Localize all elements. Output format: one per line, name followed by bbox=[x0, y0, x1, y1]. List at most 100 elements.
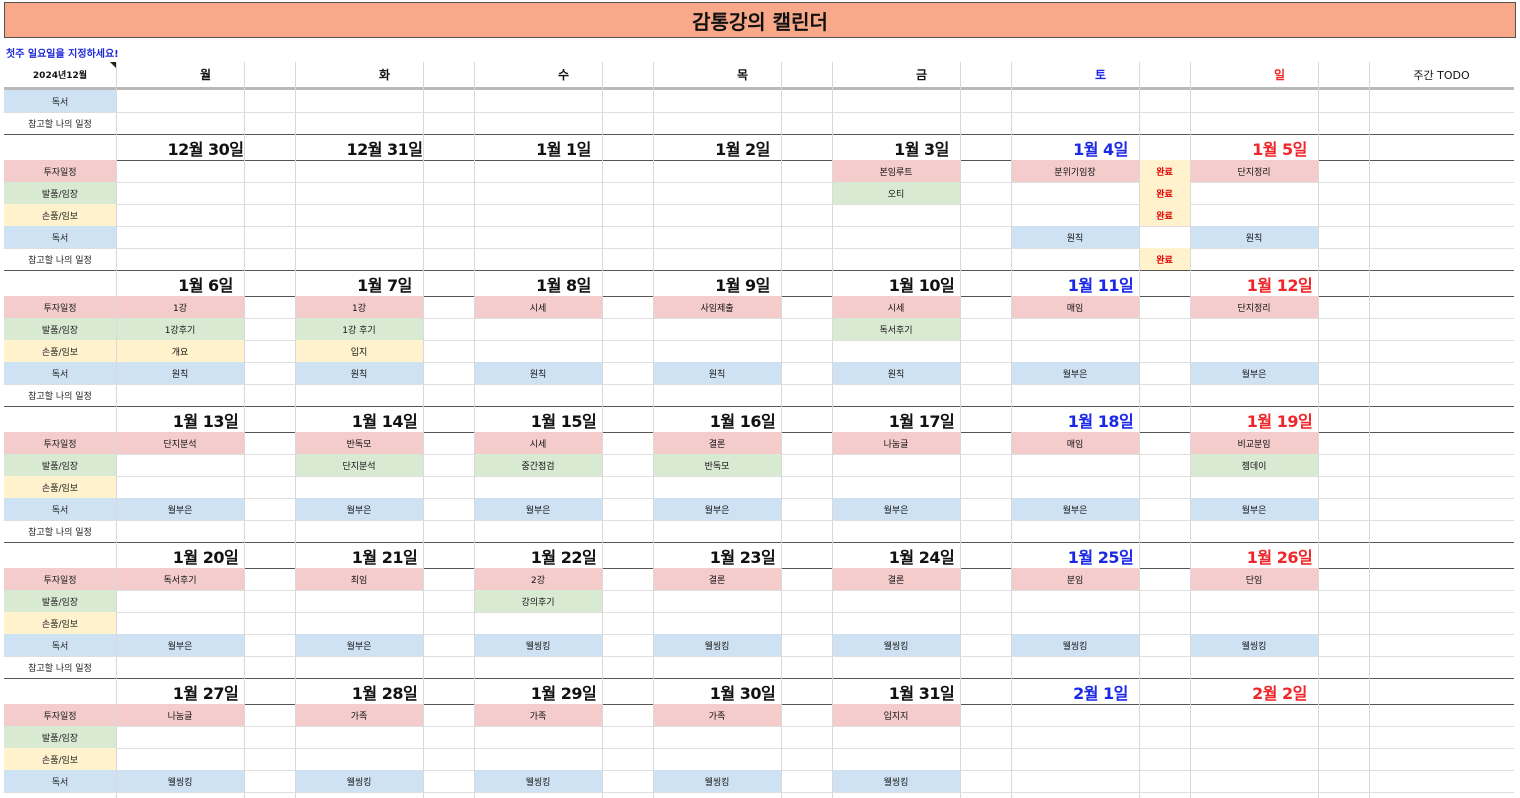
status-cell[interactable] bbox=[1318, 384, 1369, 406]
todo-cell[interactable] bbox=[1369, 612, 1514, 634]
calendar-cell[interactable] bbox=[1011, 726, 1139, 748]
status-cell[interactable] bbox=[244, 726, 295, 748]
status-cell[interactable] bbox=[781, 520, 832, 542]
status-cell[interactable] bbox=[1139, 634, 1190, 656]
status-cell[interactable] bbox=[960, 340, 1011, 362]
status-cell[interactable] bbox=[781, 568, 832, 590]
calendar-cell[interactable]: 가족 bbox=[653, 704, 781, 726]
calendar-cell[interactable]: 단지분석 bbox=[116, 432, 244, 454]
status-cell[interactable] bbox=[244, 340, 295, 362]
status-cell[interactable] bbox=[423, 160, 474, 182]
calendar-cell[interactable]: 원칙 bbox=[295, 362, 423, 384]
status-cell[interactable] bbox=[781, 454, 832, 476]
status-cell[interactable] bbox=[781, 770, 832, 792]
status-cell[interactable] bbox=[960, 520, 1011, 542]
calendar-cell[interactable] bbox=[1011, 476, 1139, 498]
status-cell[interactable] bbox=[960, 160, 1011, 182]
status-cell[interactable] bbox=[781, 476, 832, 498]
todo-cell[interactable] bbox=[1369, 590, 1514, 612]
status-cell[interactable] bbox=[423, 248, 474, 270]
status-cell[interactable] bbox=[1318, 454, 1369, 476]
status-cell[interactable] bbox=[1139, 432, 1190, 454]
calendar-cell[interactable] bbox=[474, 656, 602, 678]
calendar-cell[interactable] bbox=[1011, 90, 1139, 112]
status-cell[interactable] bbox=[602, 792, 653, 798]
calendar-cell[interactable] bbox=[1011, 204, 1139, 226]
status-cell[interactable] bbox=[960, 112, 1011, 134]
calendar-cell[interactable]: 본임루트 bbox=[832, 160, 960, 182]
status-cell[interactable] bbox=[1318, 748, 1369, 770]
calendar-cell[interactable]: 단임 bbox=[1190, 568, 1318, 590]
calendar-cell[interactable] bbox=[116, 590, 244, 612]
calendar-cell[interactable] bbox=[653, 590, 781, 612]
calendar-cell[interactable]: 1강 bbox=[116, 296, 244, 318]
calendar-cell[interactable] bbox=[295, 384, 423, 406]
calendar-cell[interactable]: 비교분임 bbox=[1190, 432, 1318, 454]
status-cell[interactable] bbox=[781, 656, 832, 678]
status-cell[interactable] bbox=[1318, 296, 1369, 318]
calendar-cell[interactable] bbox=[653, 384, 781, 406]
calendar-cell[interactable]: 반독모 bbox=[295, 432, 423, 454]
status-cell[interactable] bbox=[423, 498, 474, 520]
calendar-cell[interactable] bbox=[1190, 318, 1318, 340]
status-cell[interactable] bbox=[423, 568, 474, 590]
calendar-cell[interactable] bbox=[116, 612, 244, 634]
status-cell[interactable] bbox=[1318, 226, 1369, 248]
status-cell[interactable] bbox=[602, 568, 653, 590]
calendar-cell[interactable] bbox=[474, 182, 602, 204]
calendar-cell[interactable]: 중간점검 bbox=[474, 454, 602, 476]
calendar-cell[interactable]: 독서후기 bbox=[116, 568, 244, 590]
status-cell[interactable] bbox=[1139, 340, 1190, 362]
calendar-cell[interactable]: 단지분석 bbox=[295, 454, 423, 476]
status-cell[interactable] bbox=[1139, 318, 1190, 340]
calendar-cell[interactable] bbox=[474, 792, 602, 798]
todo-cell[interactable] bbox=[1369, 340, 1514, 362]
todo-cell[interactable] bbox=[1369, 568, 1514, 590]
status-cell[interactable] bbox=[1318, 362, 1369, 384]
calendar-cell[interactable] bbox=[474, 726, 602, 748]
calendar-cell[interactable] bbox=[295, 112, 423, 134]
calendar-cell[interactable] bbox=[832, 590, 960, 612]
status-cell[interactable] bbox=[1318, 656, 1369, 678]
calendar-cell[interactable] bbox=[116, 476, 244, 498]
status-cell[interactable] bbox=[960, 454, 1011, 476]
calendar-cell[interactable] bbox=[1011, 384, 1139, 406]
todo-cell[interactable] bbox=[1369, 384, 1514, 406]
status-cell[interactable] bbox=[781, 296, 832, 318]
status-cell[interactable] bbox=[1139, 726, 1190, 748]
calendar-cell[interactable]: 사임제출 bbox=[653, 296, 781, 318]
calendar-cell[interactable] bbox=[1190, 792, 1318, 798]
calendar-cell[interactable]: 웰씽킹 bbox=[1011, 634, 1139, 656]
status-cell[interactable] bbox=[244, 704, 295, 726]
status-cell[interactable] bbox=[781, 384, 832, 406]
calendar-cell[interactable]: 나눔글 bbox=[116, 704, 244, 726]
status-cell[interactable] bbox=[602, 160, 653, 182]
calendar-cell[interactable]: 웰씽킹 bbox=[832, 770, 960, 792]
calendar-cell[interactable]: 분임 bbox=[1011, 568, 1139, 590]
calendar-cell[interactable] bbox=[474, 248, 602, 270]
calendar-cell[interactable] bbox=[832, 384, 960, 406]
todo-cell[interactable] bbox=[1369, 656, 1514, 678]
status-cell[interactable] bbox=[244, 90, 295, 112]
status-cell[interactable] bbox=[423, 612, 474, 634]
status-cell[interactable] bbox=[960, 384, 1011, 406]
calendar-cell[interactable] bbox=[832, 226, 960, 248]
status-cell[interactable] bbox=[1318, 160, 1369, 182]
status-cell[interactable] bbox=[244, 612, 295, 634]
calendar-cell[interactable] bbox=[832, 612, 960, 634]
status-cell[interactable] bbox=[781, 362, 832, 384]
status-cell[interactable] bbox=[1139, 226, 1190, 248]
calendar-cell[interactable] bbox=[653, 748, 781, 770]
status-cell[interactable] bbox=[781, 748, 832, 770]
calendar-cell[interactable] bbox=[1190, 476, 1318, 498]
calendar-cell[interactable]: 1강 후기 bbox=[295, 318, 423, 340]
status-cell[interactable] bbox=[1318, 204, 1369, 226]
calendar-cell[interactable]: 강의후기 bbox=[474, 590, 602, 612]
status-cell[interactable] bbox=[960, 90, 1011, 112]
calendar-cell[interactable]: 단지정리 bbox=[1190, 296, 1318, 318]
calendar-cell[interactable] bbox=[653, 656, 781, 678]
todo-cell[interactable] bbox=[1369, 520, 1514, 542]
todo-cell[interactable] bbox=[1369, 792, 1514, 798]
status-cell[interactable] bbox=[244, 454, 295, 476]
status-cell[interactable] bbox=[960, 704, 1011, 726]
